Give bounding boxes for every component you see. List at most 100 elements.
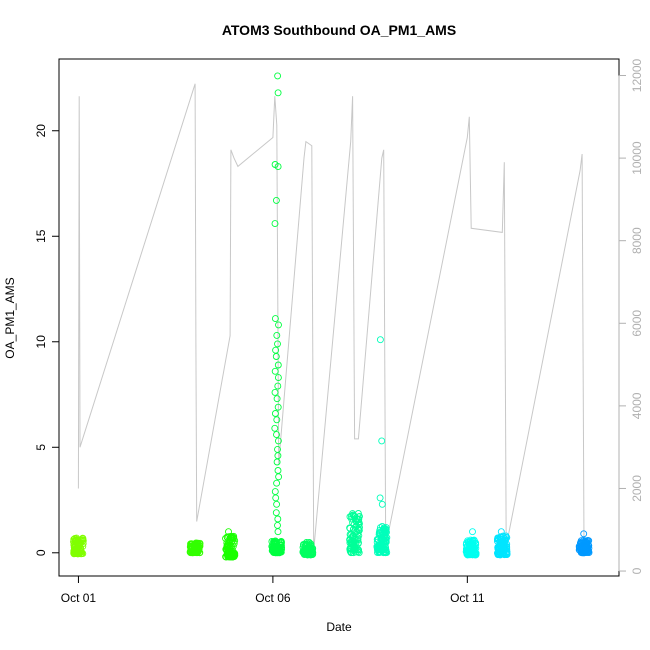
data-point: [223, 543, 231, 551]
data-point-outlier: [271, 315, 279, 323]
data-point-outlier: [275, 321, 282, 329]
data-point-outlier: [275, 473, 283, 481]
data-point-outlier: [271, 424, 279, 432]
data-point-outlier: [272, 494, 280, 502]
data-point: [376, 548, 384, 556]
data-point-outlier: [274, 528, 282, 536]
data-point-outlier: [273, 395, 281, 403]
data-point-outlier: [378, 500, 386, 508]
data-point: [373, 538, 381, 546]
y2-tick-label: 4000: [630, 392, 644, 419]
data-point-outlier: [271, 488, 279, 496]
y2-tick-label: 12000: [630, 59, 644, 93]
data-point-outlier: [274, 89, 282, 97]
data-point: [584, 537, 592, 544]
data-point: [350, 538, 358, 545]
data-point: [300, 547, 308, 555]
data-point: [383, 549, 391, 556]
day-cluster-0: [70, 534, 87, 558]
data-point: [377, 535, 385, 542]
data-point: [466, 546, 474, 554]
y2-tick-label: 2000: [630, 475, 644, 502]
y-tick-label: 5: [34, 444, 48, 451]
data-point: [228, 534, 236, 542]
data-point-outlier: [274, 403, 282, 411]
x-tick-label: Oct 06: [255, 591, 291, 605]
plot-frame: [58, 58, 620, 577]
data-point: [351, 516, 359, 524]
data-point-outlier: [271, 410, 279, 417]
data-point-outlier: [376, 336, 384, 344]
y2-tick-label: 0: [630, 567, 644, 574]
data-point: [346, 524, 354, 532]
data-point-outlier: [580, 530, 588, 538]
data-point: [77, 550, 85, 558]
y2-tick-label: 6000: [630, 310, 644, 337]
day-cluster-5: [346, 510, 363, 557]
y2-tick-label: 10000: [630, 141, 644, 175]
data-point-outlier: [274, 467, 282, 474]
data-point-outlier: [273, 431, 280, 439]
data-point: [577, 546, 585, 554]
data-point: [378, 541, 386, 549]
data-point-outlier: [497, 528, 505, 536]
day-cluster-3: [268, 72, 286, 557]
data-point: [494, 544, 502, 552]
data-point: [301, 542, 309, 550]
data-point: [503, 551, 511, 558]
data-point: [187, 540, 195, 548]
data-point-outlier: [274, 521, 281, 529]
data-point: [500, 543, 508, 551]
data-point-outlier: [225, 528, 232, 536]
data-point: [465, 550, 473, 558]
y-axis-label: OA_PM1_AMS: [3, 277, 17, 358]
data-point: [496, 537, 504, 545]
data-point: [268, 547, 276, 555]
y-tick-label: 20: [34, 124, 48, 138]
data-point-outlier: [469, 528, 476, 536]
data-point: [309, 545, 317, 553]
data-point-outlier: [274, 374, 282, 382]
data-point: [355, 520, 363, 528]
data-point-outlier: [273, 458, 281, 466]
y-tick-label: 0: [34, 549, 48, 556]
data-point: [79, 534, 87, 542]
data-point: [380, 548, 388, 556]
data-point-outlier: [271, 220, 279, 228]
y-tick-label: 15: [34, 229, 48, 243]
x-axis: Oct 01 Oct 06 Oct 11: [61, 575, 485, 605]
data-point: [352, 548, 360, 556]
data-point: [271, 540, 279, 548]
x-axis-label: Date: [326, 620, 352, 634]
day-cluster-2: [222, 528, 239, 561]
data-point-outlier: [271, 388, 279, 396]
secondary-y-axis: 0 2000 4000 6000 8000 10000 12000: [618, 59, 644, 574]
data-point: [306, 551, 314, 559]
data-point: [576, 539, 584, 547]
data-point: [354, 540, 362, 548]
data-point: [275, 548, 283, 556]
data-point: [347, 549, 355, 557]
secondary-line: [77, 83, 587, 555]
data-point: [347, 512, 355, 520]
data-point: [72, 549, 80, 557]
data-point-outlier: [274, 515, 282, 523]
data-point: [472, 551, 480, 559]
data-point: [275, 544, 283, 551]
chart-title: ATOM3 Southbound OA_PM1_AMS: [222, 22, 456, 38]
x-tick-label: Oct 01: [61, 591, 97, 605]
data-point-outlier: [272, 196, 280, 204]
data-point: [347, 531, 355, 539]
data-point: [73, 540, 81, 548]
data-point: [350, 542, 358, 550]
data-point-outlier: [274, 340, 281, 348]
day-cluster-1: [186, 539, 204, 557]
data-point: [381, 541, 389, 549]
data-point-outlier: [274, 452, 282, 460]
data-point-outlier: [274, 382, 282, 390]
data-point-outlier: [378, 437, 386, 445]
day-cluster-7: [462, 528, 480, 559]
data-point: [71, 548, 78, 556]
data-point-outlier: [273, 500, 281, 508]
